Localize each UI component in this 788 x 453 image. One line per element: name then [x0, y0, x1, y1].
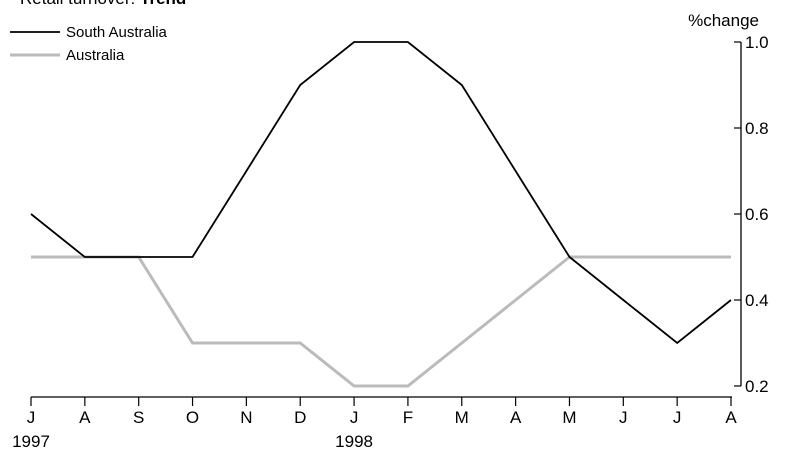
x-tick-label: J: [27, 408, 36, 427]
x-tick-label: J: [673, 408, 682, 427]
x-tick-label: A: [510, 408, 522, 427]
x-tick-label: O: [186, 408, 199, 427]
x-tick-label: J: [350, 408, 359, 427]
series-line-south-australia: [30, 41, 732, 345]
x-year-label: 1997: [12, 432, 50, 451]
x-tick-label: D: [294, 408, 306, 427]
x-ticks: J A S O N D J F M A M J J A 1997 1998: [12, 397, 737, 451]
y-axis-label: %change: [688, 11, 759, 30]
y-tick-label: 0.6: [745, 205, 769, 224]
x-tick-label: S: [133, 408, 144, 427]
x-tick-label: N: [240, 408, 252, 427]
x-tick-label: M: [455, 408, 469, 427]
legend-label-south-australia: South Australia: [66, 24, 168, 41]
chart-title: Retail turnover: Trend: [20, 0, 186, 8]
y-tick-label: 0.4: [745, 291, 769, 310]
series-line-australia: [31, 255, 731, 388]
y-tick-label: 0.2: [745, 377, 769, 396]
x-year-label: 1998: [335, 432, 373, 451]
legend-label-australia: Australia: [66, 47, 125, 64]
x-tick-label: M: [562, 408, 576, 427]
x-tick-label: F: [403, 408, 413, 427]
y-tick-label: 1.0: [745, 33, 769, 52]
y-ticks: 0.2 0.4 0.6 0.8 1.0: [734, 33, 769, 396]
x-tick-label: A: [79, 408, 91, 427]
y-tick-label: 0.8: [745, 119, 769, 138]
series-lines: [30, 41, 732, 388]
plot-area: J A S O N D J F M A M J J A 1997 1998 0.2 0.4 0.6 0.8 1.0: [12, 33, 769, 451]
x-tick-label: J: [619, 408, 628, 427]
x-tick-label: A: [725, 408, 737, 427]
chart-title-emphasis: Trend: [140, 0, 186, 8]
legend: South Australia Australia: [10, 24, 168, 64]
chart-title-prefix: Retail turnover:: [20, 0, 135, 8]
